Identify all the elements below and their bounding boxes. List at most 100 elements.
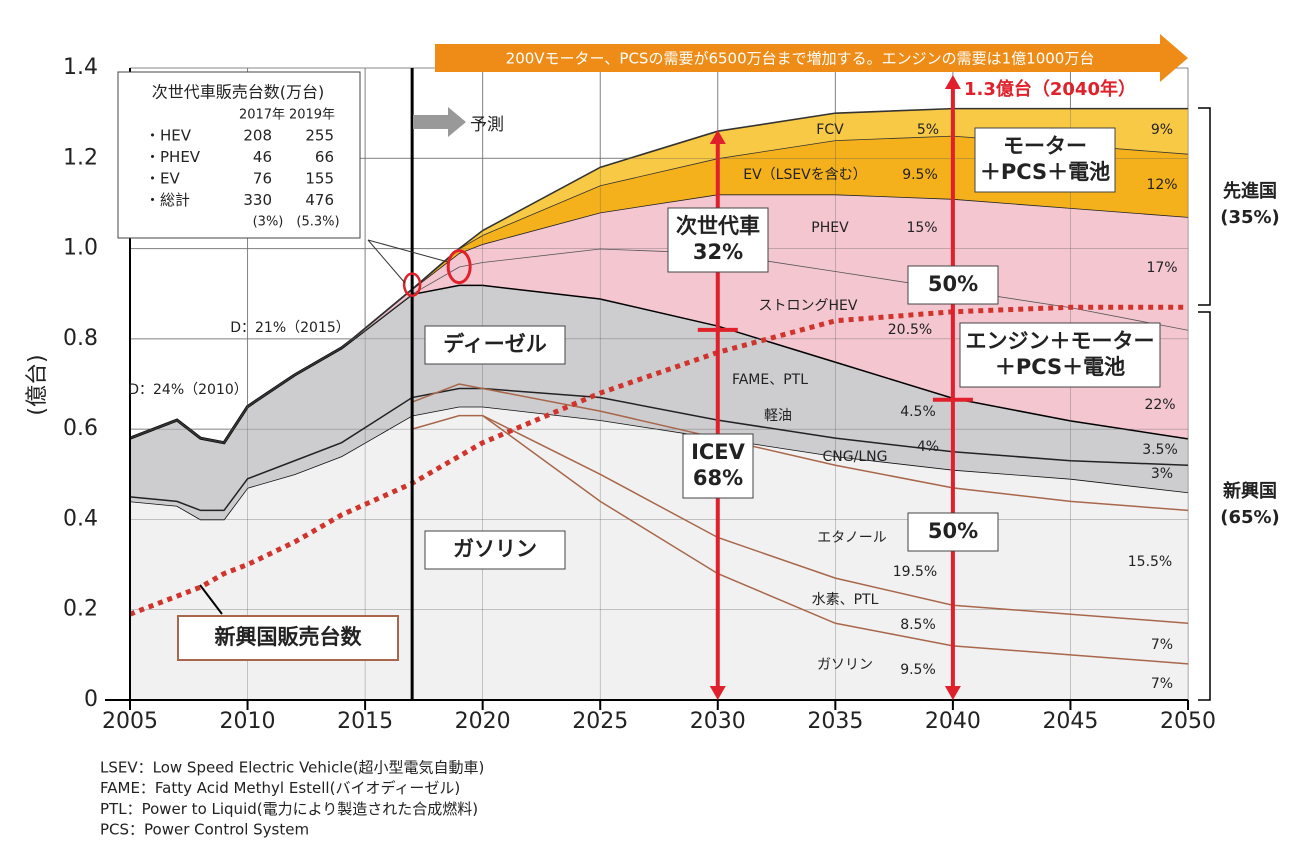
highlight [402, 272, 422, 297]
footnote: PCS：Power Control System [100, 821, 309, 839]
inset-cell: 208 [243, 127, 272, 145]
inset-title: 次世代車販売台数(万台) [152, 83, 325, 102]
annotation: 4% [917, 439, 939, 455]
label-box [974, 127, 1116, 193]
annotation: 3.5% [1142, 442, 1178, 458]
arrow-head [709, 686, 726, 700]
inset-cell: 66 [315, 148, 334, 166]
pointer [199, 584, 223, 615]
layer-edge [129, 107, 1188, 444]
x-tick-label: 2035 [807, 709, 863, 734]
pointer [367, 239, 406, 284]
inset-cell: (3%) [253, 215, 284, 230]
area-layer [130, 284, 1188, 520]
box-label: 50% [928, 272, 978, 296]
footnote: FAME：Fatty Acid Methyl Estell(バイオディーゼル) [100, 779, 460, 797]
footnote: LSEV：Low Speed Electric Vehicle(超小型電気自動車… [100, 759, 484, 777]
x-tick-label: 2025 [572, 709, 628, 734]
box-label: 50% [928, 519, 978, 543]
area-layer [130, 194, 1188, 443]
annotation: 予測 [470, 115, 504, 135]
y-tick-label: 0.2 [63, 597, 98, 622]
highlight [446, 249, 472, 285]
box-label: 32% [693, 240, 743, 264]
box-label: ガソリン [453, 537, 537, 561]
bracket [1198, 107, 1211, 306]
x-tick-label: 2030 [690, 709, 746, 734]
annotation: 3% [1151, 466, 1173, 482]
annotation: D：21%（2015） [230, 320, 350, 336]
inset-cell: ・PHEV [145, 148, 201, 166]
x-tick-label: 2020 [455, 709, 511, 734]
line-label: 新興国販売台数 [215, 625, 363, 649]
arrow-head [944, 75, 961, 89]
annotation: ガソリン [817, 657, 873, 673]
box-label: 新興国 [1223, 480, 1277, 502]
inset-cell: 476 [305, 191, 334, 209]
banner-text: 200Vモーター、PCSの需要が6500万台まで増加する。エンジンの需要は1億1… [506, 50, 1095, 68]
annotation: 1.3億台（2040年） [964, 78, 1136, 100]
box-label: モーター [1003, 134, 1087, 158]
annotation: FAME、PTL [732, 372, 808, 388]
line [482, 414, 1189, 665]
inset-cell: 76 [253, 170, 272, 188]
annotation: 7% [1151, 676, 1173, 692]
inset-box [117, 71, 361, 239]
y-tick-label: 0.6 [63, 416, 98, 441]
annotation: 15% [906, 220, 937, 236]
annotation: D：24%（2010） [128, 382, 248, 398]
box-label: ＋PCS＋電池 [980, 160, 1110, 184]
annotation: PHEV [811, 220, 849, 236]
box-label: ディーゼル [443, 332, 547, 356]
annotation: 22% [1144, 397, 1175, 413]
arrow-head [709, 130, 726, 144]
annotation: FCV [816, 122, 844, 138]
box-label: 次世代車 [676, 214, 760, 238]
bracket [1198, 311, 1211, 701]
x-tick-label: 2050 [1160, 709, 1216, 734]
x-tick-label: 2010 [220, 709, 276, 734]
label-box [682, 433, 754, 499]
y-tick-label: 1.4 [63, 55, 98, 80]
x-tick-label: 2040 [925, 709, 981, 734]
x-tick-label: 2045 [1042, 709, 1098, 734]
annotation: 9.5% [900, 662, 936, 678]
forecast-arrow [413, 107, 466, 137]
label-box [667, 207, 769, 273]
x-tick-label: 2005 [102, 709, 158, 734]
annotation: 9% [1151, 122, 1173, 138]
inset-cell: ・EV [145, 170, 180, 188]
inset-cell: 46 [253, 148, 272, 166]
y-tick-label: 1.0 [63, 236, 98, 261]
label-box [177, 615, 399, 661]
annotation: 軽油 [764, 408, 792, 424]
label-box [907, 512, 999, 552]
box-label: (65%) [1220, 507, 1280, 528]
y-tick-label: 0.8 [63, 326, 98, 351]
annotation: ストロングHEV [759, 298, 858, 314]
pointer [367, 239, 449, 263]
annotation: 12% [1146, 177, 1177, 193]
inset-cell: (5.3%) [296, 215, 339, 230]
inset-cell: 330 [243, 191, 272, 209]
annotation: EV（LSEVを含む） [743, 167, 867, 183]
label-box [959, 322, 1161, 388]
inset-cell: ・総計 [145, 191, 190, 209]
box-label: エンジン＋モーター [966, 329, 1155, 353]
annotation: 17% [1146, 260, 1177, 276]
annotation: 水素、PTL [812, 592, 879, 608]
annotation: 8.5% [900, 617, 936, 633]
annotation: 5% [917, 122, 939, 138]
label-box [907, 265, 999, 305]
annotation: 19.5% [893, 564, 937, 580]
annotation: CNG/LNG [823, 449, 888, 465]
inset-header: 2019年 [289, 108, 335, 123]
inset-header: 2017年 [239, 108, 285, 123]
box-label: ＋PCS＋電池 [995, 355, 1125, 379]
label-box [424, 325, 566, 365]
y-tick-label: 0.4 [63, 506, 98, 531]
y-tick-label: 1.2 [63, 145, 98, 170]
annotation: 4.5% [900, 404, 936, 420]
